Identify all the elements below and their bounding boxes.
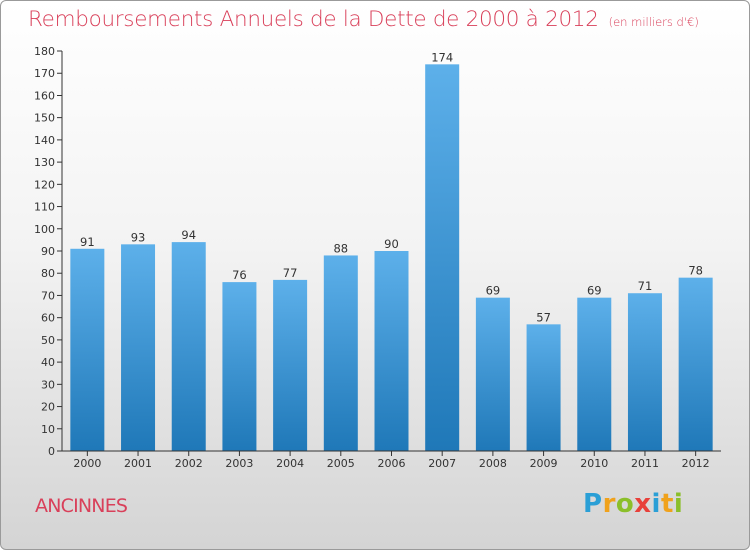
y-tick-label: 140 — [34, 134, 55, 147]
bar — [526, 324, 561, 451]
chart-title: Remboursements Annuels de la Dette de 20… — [28, 7, 699, 32]
logo-letter: i — [651, 489, 661, 519]
y-tick-label: 160 — [34, 89, 55, 102]
x-axis: 2000 2001 2002 2003 2004 2005 2006 2007 2008 2009… — [62, 450, 721, 470]
bar — [678, 277, 713, 451]
y-tick-label: 100 — [34, 223, 55, 236]
bar-value-label: 71 — [638, 279, 653, 293]
bar-value-label: 78 — [688, 264, 703, 278]
x-tick-label: 2002 — [175, 457, 203, 470]
bar-value-label: 88 — [333, 241, 348, 255]
logo-letter: i — [673, 489, 684, 519]
y-tick-label: 0 — [48, 445, 55, 458]
bar-value-label: 76 — [232, 268, 247, 282]
y-tick-label: 110 — [34, 201, 55, 214]
commune-name: ANCINNES — [35, 495, 128, 517]
bar-value-label: 57 — [536, 310, 551, 324]
logo-letter: o — [615, 489, 635, 519]
bar-value-label: 77 — [283, 266, 298, 280]
logo-letter: t — [660, 489, 674, 519]
y-tick-label: 170 — [34, 67, 55, 80]
bar-value-label: 69 — [587, 284, 602, 298]
bar — [627, 293, 662, 451]
bar — [171, 242, 206, 451]
bar-value-label: 91 — [80, 235, 95, 249]
x-tick-label: 2008 — [479, 457, 507, 470]
bar — [374, 251, 409, 451]
chart-title-text: Remboursements Annuels de la Dette de 20… — [28, 7, 599, 32]
y-tick-label: 90 — [41, 245, 55, 258]
bar — [121, 244, 156, 451]
y-tick-label: 10 — [41, 423, 55, 436]
y-tick-label: 150 — [34, 112, 55, 125]
y-tick-label: 60 — [41, 312, 55, 325]
y-tick-label: 50 — [41, 334, 55, 347]
y-axis: 0 10 20 30 40 50 60 70 80 90 100 110 120 130 140 150 160… — [34, 45, 63, 458]
x-tick-label: 2004 — [276, 457, 304, 470]
bar — [273, 279, 308, 451]
bar — [425, 64, 460, 452]
y-tick-label: 120 — [34, 178, 55, 191]
bar-value-label: 94 — [181, 228, 196, 242]
bar-value-label: 174 — [431, 50, 453, 64]
bar — [323, 255, 358, 451]
bar-value-label: 90 — [384, 237, 399, 251]
logo-letter: P — [583, 489, 603, 519]
x-tick-label: 2012 — [682, 457, 710, 470]
bar-value-label: 93 — [131, 230, 146, 244]
y-tick-label: 20 — [41, 401, 55, 414]
x-tick-label: 2009 — [530, 457, 558, 470]
bar — [222, 282, 257, 451]
x-tick-label: 2006 — [378, 457, 406, 470]
y-tick-label: 70 — [41, 289, 55, 302]
x-tick-label: 2007 — [428, 457, 456, 470]
x-tick-label: 2003 — [225, 457, 253, 470]
y-tick-label: 180 — [34, 45, 55, 58]
bar — [70, 248, 105, 451]
x-tick-label: 2000 — [73, 457, 101, 470]
y-tick-label: 40 — [41, 356, 55, 369]
x-tick-label: 2011 — [631, 457, 659, 470]
logo-letter: x — [634, 489, 652, 519]
x-tick-label: 2001 — [124, 457, 152, 470]
bar — [475, 297, 510, 451]
x-tick-label: 2010 — [580, 457, 608, 470]
y-tick-label: 30 — [41, 378, 55, 391]
y-tick-label: 80 — [41, 267, 55, 280]
bars: 91 93 94 76 77 88 90 174 69 57 69 71 78 — [70, 50, 713, 452]
logo-letter: r — [602, 489, 616, 519]
bar — [577, 297, 612, 451]
y-tick-label: 130 — [34, 156, 55, 169]
chart-subtitle: (en milliers d'€) — [608, 15, 699, 29]
x-tick-label: 2005 — [327, 457, 355, 470]
bar-value-label: 69 — [486, 284, 501, 298]
